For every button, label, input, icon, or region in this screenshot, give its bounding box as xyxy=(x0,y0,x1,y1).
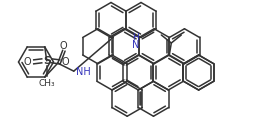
Text: CH₃: CH₃ xyxy=(38,79,55,88)
Text: O: O xyxy=(62,57,69,67)
Text: O: O xyxy=(24,57,32,67)
Text: NH: NH xyxy=(76,67,90,77)
Text: S: S xyxy=(43,56,51,66)
Text: O: O xyxy=(60,41,67,51)
Text: N: N xyxy=(132,40,139,50)
Text: H: H xyxy=(132,33,139,42)
